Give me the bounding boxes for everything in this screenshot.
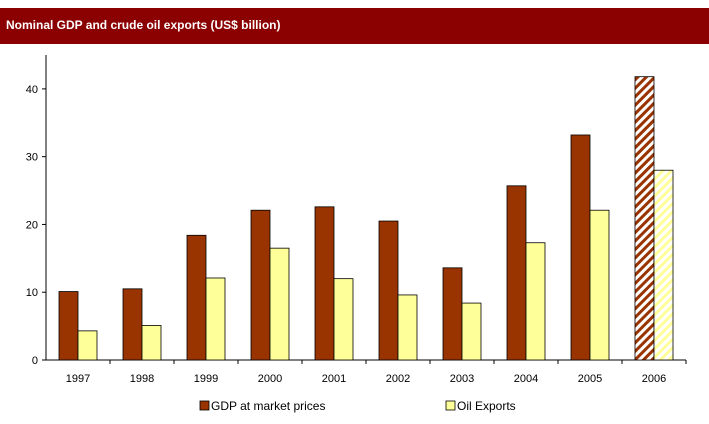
chart-title: Nominal GDP and crude oil exports (US$ b… (6, 18, 281, 32)
bar-oil-exports (397, 294, 418, 361)
y-tick-label: 10 (26, 287, 38, 299)
legend-label: GDP at market prices (211, 399, 325, 413)
x-tick-label: 1998 (130, 373, 154, 385)
bar-oil-exports (653, 169, 674, 361)
y-tick-label: 30 (26, 152, 38, 164)
y-tick-label: 0 (32, 355, 38, 367)
x-tick-label: 2000 (258, 373, 282, 385)
bar-oil-exports (205, 277, 226, 361)
x-tick-label: 2001 (322, 373, 346, 385)
x-tick-label: 2006 (642, 373, 666, 385)
title-bar: Nominal GDP and crude oil exports (US$ b… (0, 8, 709, 44)
x-tick-label: 1997 (66, 373, 90, 385)
bar-gdp (186, 234, 207, 361)
x-tick-label: 2005 (578, 373, 602, 385)
legend-swatch (199, 400, 210, 411)
y-tick-label: 40 (26, 84, 38, 96)
x-tick-label: 2004 (514, 373, 538, 385)
bar-gdp (378, 220, 399, 361)
bar-oil-exports (77, 330, 98, 361)
y-tick-label: 20 (26, 219, 38, 231)
legend-swatch (445, 400, 456, 411)
legend-label: Oil Exports (457, 399, 516, 413)
bar-oil-exports (141, 325, 162, 361)
bar-gdp (58, 291, 79, 361)
bar-oil-exports (461, 302, 482, 361)
bar-gdp (442, 267, 463, 361)
bar-oil-exports (269, 247, 290, 361)
bar-gdp (570, 134, 591, 361)
bar-gdp (250, 209, 271, 361)
bar-gdp (122, 288, 143, 361)
x-tick-label: 2002 (386, 373, 410, 385)
bar-oil-exports (525, 242, 546, 361)
bar-gdp (634, 76, 655, 361)
bar-oil-exports (333, 278, 354, 361)
bar-gdp (506, 185, 527, 361)
x-tick-label: 1999 (194, 373, 218, 385)
bar-oil-exports (589, 209, 610, 361)
x-tick-label: 2003 (450, 373, 474, 385)
bar-gdp (314, 206, 335, 361)
